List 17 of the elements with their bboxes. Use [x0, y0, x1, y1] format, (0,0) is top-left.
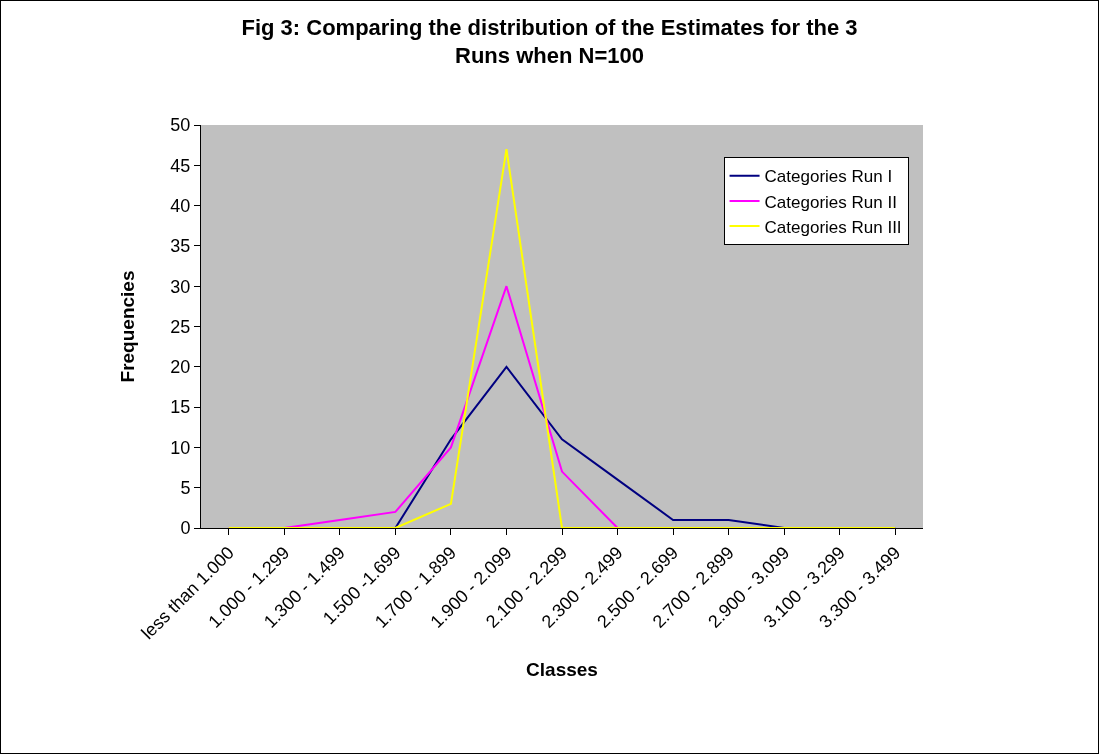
y-axis-title: Frequencies [117, 270, 139, 383]
y-tick-label: 30 [170, 276, 191, 297]
y-tick-label: 15 [170, 397, 191, 418]
y-tick-label: 20 [170, 357, 191, 378]
y-tick-label: 45 [170, 155, 191, 176]
x-axis-title: Classes [526, 658, 598, 680]
legend-label: Categories Run III [764, 217, 902, 237]
y-tick-label: 50 [170, 115, 191, 136]
y-tick-label: 25 [170, 316, 191, 337]
y-tick-label: 40 [170, 195, 191, 216]
y-tick-label: 35 [170, 236, 191, 257]
y-tick-label: 5 [180, 478, 191, 498]
y-tick-label: 10 [170, 437, 191, 458]
chart-title: Fig 3: Comparing the distribution of the Estimates for the 3 Runs when N=100 [241, 14, 858, 69]
legend-label: Categories Run II [764, 192, 897, 212]
legend-label: Categories Run I [764, 167, 893, 187]
y-tick-label: 0 [180, 518, 191, 539]
